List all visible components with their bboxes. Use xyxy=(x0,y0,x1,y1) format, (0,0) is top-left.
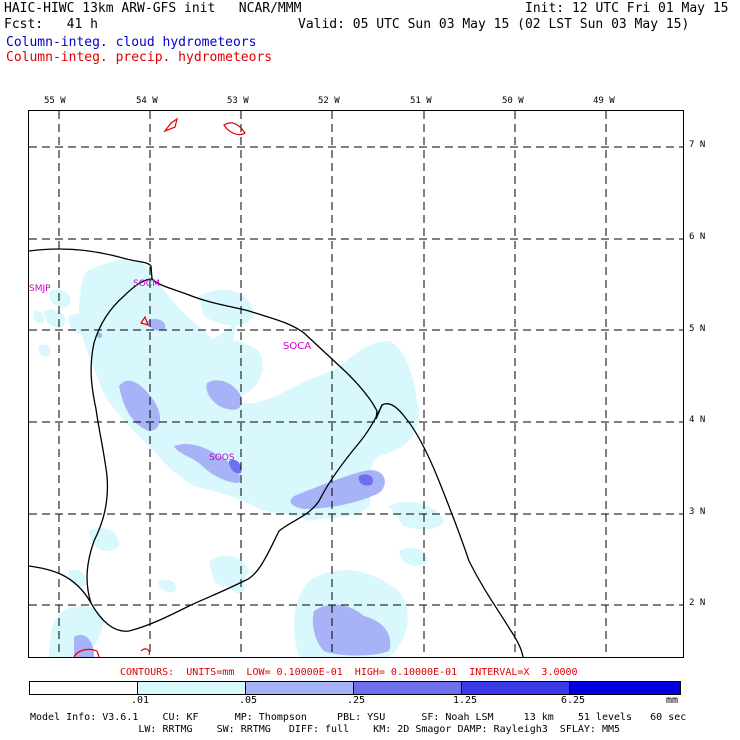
colorbar-segment xyxy=(462,682,570,694)
contours-info: CONTOURS: UNITS=mm LOW= 0.10000E-01 HIGH… xyxy=(120,667,578,678)
map-svg xyxy=(29,111,683,657)
lon-label: 52 W xyxy=(318,96,340,106)
lon-label: 50 W xyxy=(502,96,524,106)
model-info-line1: Model Info: V3.6.1 CU: KF MP: Thompson P… xyxy=(30,712,687,723)
colorbar-segment xyxy=(570,682,680,694)
lat-label: 5 N xyxy=(689,324,706,334)
lat-label: 4 N xyxy=(689,415,706,425)
coastline xyxy=(29,248,524,657)
cloud-field-light xyxy=(33,259,444,657)
colorbar-segment xyxy=(246,682,354,694)
map-panel: SMJP SOCM SOCA SOOS xyxy=(28,110,684,658)
legend-precip: Column-integ. precip. hydrometeors xyxy=(6,50,273,65)
colorbar-label: 6.25 xyxy=(561,695,586,706)
cloud-field-dark xyxy=(229,459,374,486)
lat-label: 3 N xyxy=(689,507,706,517)
lon-label: 49 W xyxy=(593,96,615,106)
colorbar-label: .05 xyxy=(239,695,258,706)
station-label: SOOS xyxy=(209,453,235,463)
colorbar-segment xyxy=(354,682,462,694)
colorbar-label: .25 xyxy=(347,695,366,706)
colorbar-label: 1.25 xyxy=(453,695,478,706)
station-label: SOCM xyxy=(133,279,160,289)
lat-label: 6 N xyxy=(689,232,706,242)
lon-label: 53 W xyxy=(227,96,249,106)
colorbar-segment xyxy=(138,682,246,694)
station-label: SOCA xyxy=(283,341,312,352)
lon-label: 51 W xyxy=(410,96,432,106)
legend-cloud: Column-integ. cloud hydrometeors xyxy=(6,35,257,50)
colorbar-segment xyxy=(30,682,138,694)
station-label: SMJP xyxy=(29,284,51,294)
plot-title: HAIC-HIWC 13km ARW-GFS init NCAR/MMM xyxy=(4,1,302,16)
lat-label: 7 N xyxy=(689,140,706,150)
forecast-hour: Fcst: 41 h xyxy=(4,17,98,32)
colorbar-unit: mm xyxy=(666,695,679,706)
lon-label: 54 W xyxy=(136,96,158,106)
colorbar-label: .01 xyxy=(131,695,150,706)
lon-label: 55 W xyxy=(44,96,66,106)
init-time: Init: 12 UTC Fri 01 May 15 xyxy=(525,1,729,16)
lat-lon-grid xyxy=(29,111,683,657)
color-bar xyxy=(29,681,681,695)
valid-time: Valid: 05 UTC Sun 03 May 15 (02 LST Sun … xyxy=(298,17,690,32)
model-info-line2: LW: RRTMG SW: RRTMG DIFF: full KM: 2D Sm… xyxy=(30,724,621,735)
lat-label: 2 N xyxy=(689,598,706,608)
precip-contours xyxy=(73,117,246,657)
